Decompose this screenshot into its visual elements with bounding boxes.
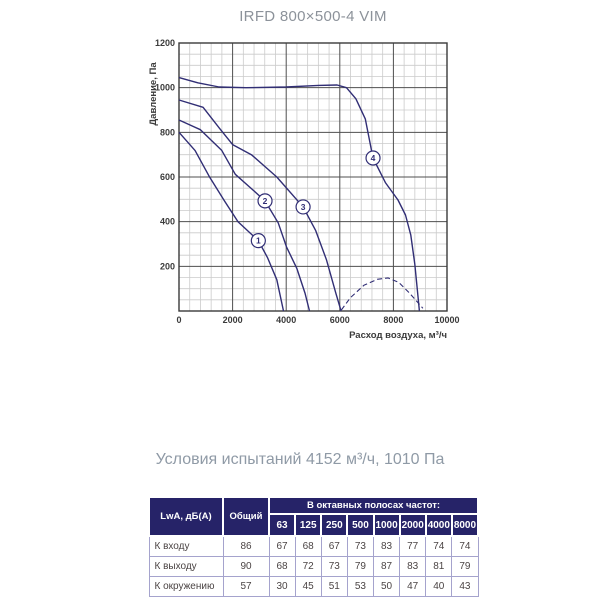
cell-value: 87 bbox=[372, 556, 401, 577]
cell-value: 53 bbox=[346, 576, 375, 597]
cell-value: 79 bbox=[451, 556, 479, 577]
cell-value: 47 bbox=[399, 576, 427, 597]
fan-performance-chart: 1 2 3 4 0 2000 4000 6000 8000 10000 200 400 600 800 10… bbox=[148, 38, 460, 341]
curve-label-text-4: 4 bbox=[371, 153, 376, 163]
cell-value: 81 bbox=[425, 556, 453, 577]
header-lwa: LwA, дБ(А) bbox=[148, 496, 224, 537]
y-tick-label: 1000 bbox=[155, 83, 175, 93]
x-tick-label: 6000 bbox=[330, 315, 350, 325]
cell-value: 67 bbox=[268, 535, 296, 557]
cell-value: 51 bbox=[320, 576, 348, 597]
cell-value: 74 bbox=[451, 535, 479, 557]
cell-value: 72 bbox=[294, 556, 322, 577]
curve-label-circle-4 bbox=[365, 150, 381, 166]
cell-value: 79 bbox=[346, 556, 375, 577]
curve-label-circle-3 bbox=[295, 199, 311, 215]
chart-title: IRFD 800×500-4 VIM bbox=[239, 8, 387, 25]
cell-value: 50 bbox=[372, 576, 401, 597]
cell-value: 74 bbox=[425, 535, 453, 557]
x-tick-label: 2000 bbox=[223, 315, 243, 325]
table-row: К выходу 90 68 72 73 79 87 83 81 79 bbox=[148, 556, 479, 577]
cell-total: 86 bbox=[222, 535, 270, 557]
cell-total: 90 bbox=[222, 556, 270, 577]
curve-dashed bbox=[340, 277, 424, 311]
table-header: LwA, дБ(А) Общий В октавных полосах част… bbox=[148, 496, 480, 537]
header-freq-4000: 4000 bbox=[424, 513, 453, 537]
curve-label-text-1: 1 bbox=[256, 236, 261, 246]
test-conditions-text: Условия испытаний 4152 м³/ч, 1010 Па bbox=[155, 451, 445, 468]
cell-value: 67 bbox=[320, 535, 348, 557]
curve-label-circle-2 bbox=[257, 193, 273, 209]
x-tick-label: 10000 bbox=[434, 315, 459, 325]
table-header-row-2: 63 125 250 500 1000 2000 4000 8000 bbox=[149, 513, 480, 537]
header-freq-250: 250 bbox=[320, 513, 349, 537]
y-tick-label: 800 bbox=[160, 127, 175, 137]
curve-1 bbox=[178, 131, 285, 312]
cell-value: 73 bbox=[320, 556, 348, 577]
cell-total: 57 bbox=[222, 576, 270, 597]
table-row: К окружению 57 30 45 51 53 50 47 40 43 bbox=[148, 576, 479, 597]
row-label-surroundings: К окружению bbox=[148, 576, 224, 597]
cell-value: 30 bbox=[268, 576, 296, 597]
x-tick-label: 8000 bbox=[383, 315, 403, 325]
header-freq-500: 500 bbox=[346, 513, 375, 537]
table-header-row-1: LwA, дБ(А) Общий В октавных полосах част… bbox=[148, 496, 479, 537]
cell-value: 68 bbox=[294, 535, 322, 557]
cell-value: 77 bbox=[399, 535, 427, 557]
header-freq-2000: 2000 bbox=[398, 513, 427, 537]
x-axis-title: Расход воздуха, м³/ч bbox=[349, 330, 447, 341]
cell-value: 83 bbox=[372, 535, 401, 557]
header-freq-1000: 1000 bbox=[372, 513, 401, 537]
curve-label-text-3: 3 bbox=[301, 202, 306, 212]
cell-value: 68 bbox=[268, 556, 296, 577]
table-row: К входу 86 67 68 67 73 83 77 74 74 bbox=[148, 535, 479, 557]
x-tick-label: 0 bbox=[176, 315, 181, 325]
y-tick-label: 200 bbox=[160, 261, 175, 271]
cell-value: 40 bbox=[425, 576, 453, 597]
curve-3 bbox=[178, 99, 342, 312]
y-tick-label: 400 bbox=[160, 217, 175, 227]
header-octave-bands: В октавных полосах частот: bbox=[268, 496, 479, 515]
header-freq-8000: 8000 bbox=[450, 513, 480, 537]
row-label-inlet: К входу bbox=[148, 535, 224, 557]
curve-4 bbox=[178, 76, 421, 312]
plot-border bbox=[178, 42, 448, 312]
curve-2 bbox=[178, 119, 311, 312]
cell-value: 45 bbox=[294, 576, 322, 597]
header-freq-125: 125 bbox=[294, 513, 323, 537]
noise-levels-table: LwA, дБ(А) Общий В октавных полосах част… bbox=[148, 496, 480, 597]
curve-label-circle-1 bbox=[250, 233, 266, 249]
y-axis-title: Давление, Па bbox=[148, 62, 159, 126]
cell-value: 73 bbox=[346, 535, 375, 557]
x-tick-label: 4000 bbox=[276, 315, 296, 325]
header-total: Общий bbox=[222, 496, 270, 537]
cell-value: 83 bbox=[399, 556, 427, 577]
curve-label-text-2: 2 bbox=[263, 196, 268, 206]
cell-value: 43 bbox=[451, 576, 479, 597]
row-label-outlet: К выходу bbox=[148, 556, 224, 577]
y-tick-label: 600 bbox=[160, 172, 175, 182]
y-tick-label: 1200 bbox=[155, 38, 175, 48]
header-freq-63: 63 bbox=[267, 513, 297, 537]
